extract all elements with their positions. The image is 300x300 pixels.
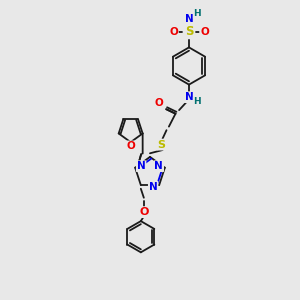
Text: H: H [194,9,201,18]
Text: O: O [154,98,164,109]
Text: O: O [200,27,209,37]
Text: O: O [126,141,135,152]
Text: N: N [154,161,163,171]
Text: H: H [194,98,201,106]
Text: S: S [185,25,193,38]
Text: N: N [149,182,158,192]
Text: S: S [157,140,165,150]
Text: O: O [139,207,148,217]
Text: N: N [137,161,146,171]
Text: O: O [169,27,178,37]
Text: N: N [184,92,194,102]
Text: N: N [184,14,194,24]
